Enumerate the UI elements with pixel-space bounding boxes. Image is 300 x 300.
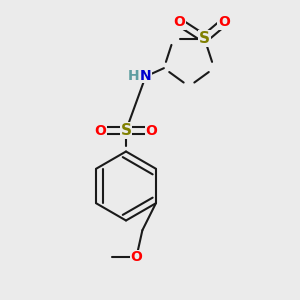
Text: O: O <box>173 15 185 29</box>
Text: O: O <box>218 15 230 29</box>
Text: H: H <box>128 69 140 83</box>
Text: S: S <box>121 123 131 138</box>
Text: N: N <box>140 69 152 83</box>
Text: S: S <box>199 31 210 46</box>
Text: O: O <box>146 124 158 137</box>
Text: O: O <box>94 124 106 137</box>
Text: O: O <box>130 250 142 264</box>
